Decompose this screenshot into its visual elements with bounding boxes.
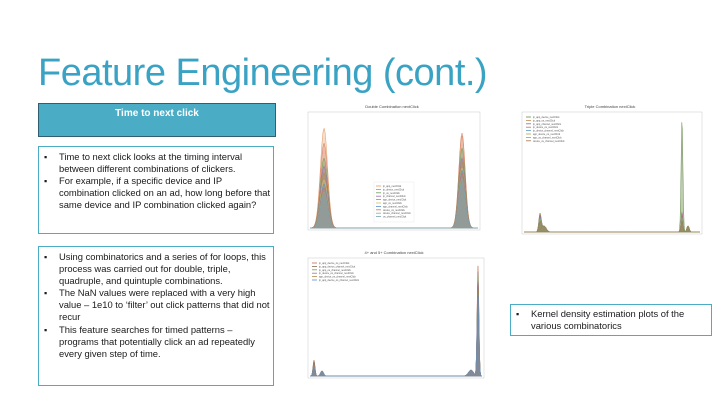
quad-legend: ip_app_device_os_nextClickip_app_device_…	[312, 262, 360, 282]
legend-entry: ip_app_device_nextClick	[533, 116, 560, 119]
bullet-item: Using combinatorics and a series of for …	[39, 251, 273, 287]
legend-entry: ip_app_device_os_channel_nextClick	[319, 279, 360, 282]
double-legend: ip_app_nextClickip_device_nextClickip_os…	[373, 181, 415, 223]
legend-entry: ip_app_nextClick	[383, 185, 402, 188]
legend-entry: ip_app_os_channel_nextClick	[319, 269, 352, 272]
kde-curve	[309, 181, 478, 229]
legend-entry: ip_app_os_nextClick	[533, 119, 556, 122]
legend-entry: ip_app_device_channel_nextClick	[319, 265, 356, 268]
method-textbox: Using combinatorics and a series of for …	[38, 246, 274, 386]
legend-entry: device_os_nextClick	[383, 209, 406, 212]
double-plot-title: Double Combination nextClick	[365, 104, 419, 109]
legend-entry: app_device_os_channel_nextClick	[319, 276, 357, 279]
legend-entry: ip_device_os_nextClick	[533, 126, 559, 129]
triple-plot-title: Triple Combination nextClick	[585, 104, 636, 109]
legend-entry: device_channel_nextClick	[383, 212, 411, 215]
legend-entry: ip_device_os_channel_nextClick	[319, 272, 354, 275]
triple-kde-svg: Triple Combination nextClick ip_app_devi…	[521, 104, 703, 235]
triple-combination-kde-plot: Triple Combination nextClick ip_app_devi…	[510, 100, 710, 245]
legend-entry: device_os_channel_nextClick	[533, 140, 565, 143]
legend-entry: os_channel_nextClick	[383, 216, 407, 219]
legend-entry: app_channel_nextClick	[383, 205, 409, 208]
kde-caption-textbox: Kernel density estimation plots of the v…	[510, 304, 712, 336]
kde-curve	[309, 295, 483, 377]
section-header-label: Time to next click	[115, 108, 199, 119]
triple-legend: ip_app_device_nextClickip_app_os_nextCli…	[526, 116, 565, 143]
bullet-item: Time to next click looks at the timing i…	[39, 151, 273, 175]
double-curves	[309, 127, 478, 229]
legend-entry: ip_channel_nextClick	[383, 195, 406, 198]
legend-entry: app_os_nextClick	[383, 202, 403, 205]
legend-entry: app_device_os_nextClick	[533, 133, 561, 136]
triple-curves	[524, 122, 700, 233]
legend-entry: app_os_channel_nextClick	[533, 136, 562, 139]
quad-plot-frame	[307, 257, 485, 379]
method-bullet-list: Using combinatorics and a series of for …	[39, 251, 273, 360]
caption-bullet-list: Kernel density estimation plots of the v…	[511, 308, 711, 332]
double-kde-svg: Double Combination nextClick ip_app_next…	[307, 104, 481, 231]
quad-plot-title: 4+ and 5+ Combination nextClick	[365, 250, 424, 255]
quad-curves	[309, 265, 483, 377]
quad-combination-kde-plot: 4+ and 5+ Combination nextClick ip_app_d…	[296, 246, 491, 386]
bullet-item: For example, if a specific device and IP…	[39, 175, 273, 211]
slide-title: Feature Engineering (cont.)	[38, 52, 488, 94]
section-header-box: Time to next click	[38, 103, 276, 137]
double-combination-kde-plot: Double Combination nextClick ip_app_next…	[296, 100, 488, 240]
description-bullet-list: Time to next click looks at the timing i…	[39, 151, 273, 211]
kde-curve	[524, 220, 700, 233]
legend-entry: ip_os_nextClick	[383, 192, 401, 195]
bullet-item: Kernel density estimation plots of the v…	[511, 308, 711, 332]
bullet-item: This feature searches for timed patterns…	[39, 324, 273, 360]
bullet-item: The NaN values were replaced with a very…	[39, 287, 273, 323]
description-textbox: Time to next click looks at the timing i…	[38, 146, 274, 234]
triple-plot-frame	[521, 111, 703, 235]
quad-kde-svg: 4+ and 5+ Combination nextClick ip_app_d…	[307, 250, 485, 379]
legend-entry: ip_device_channel_nextClick	[533, 130, 565, 133]
legend-entry: ip_app_channel_nextClick	[533, 123, 562, 126]
legend-entry: ip_app_device_os_nextClick	[319, 262, 350, 265]
legend-entry: app_device_nextClick	[383, 199, 407, 202]
legend-entry: ip_device_nextClick	[383, 188, 405, 191]
